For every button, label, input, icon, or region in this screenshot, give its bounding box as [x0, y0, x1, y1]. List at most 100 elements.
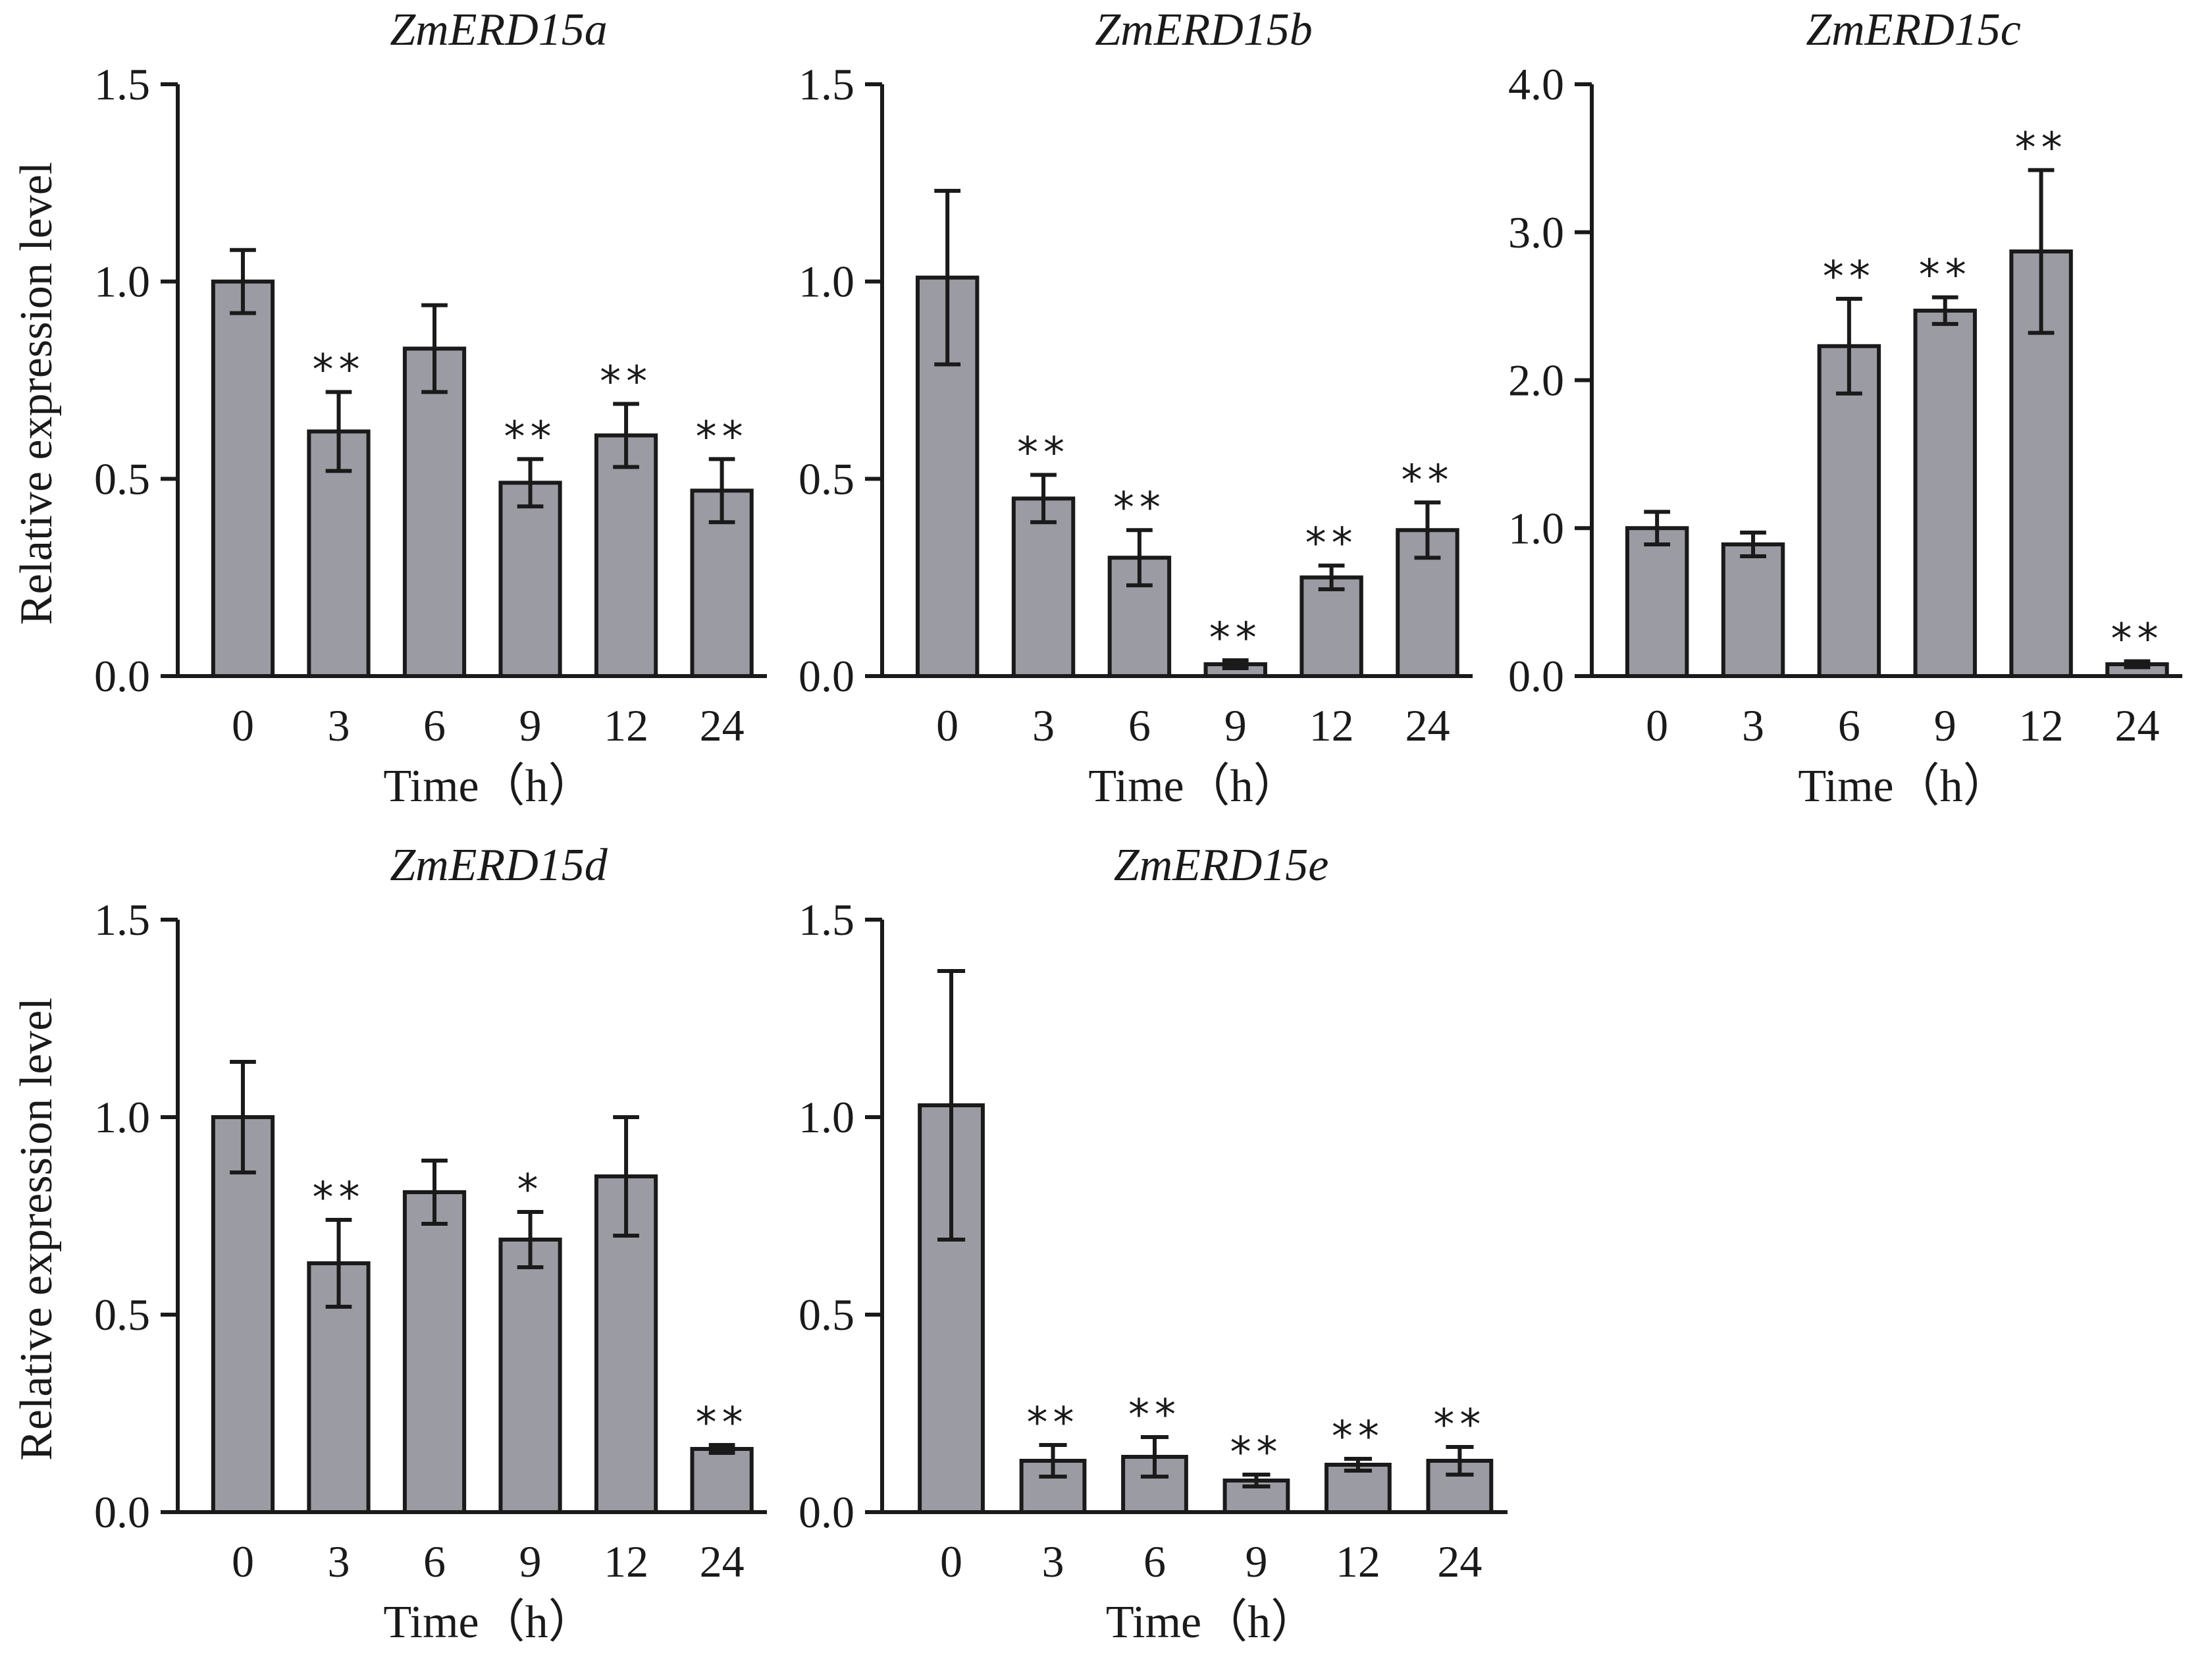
x-tick-label: 6 [1838, 700, 1860, 750]
x-tick-label: 9 [1245, 1536, 1267, 1587]
y-tick-label: 1.5 [94, 895, 150, 945]
significance-label: ** [600, 357, 652, 406]
x-tick-label: 0 [232, 1536, 254, 1587]
bar [1913, 308, 1977, 678]
bar [1625, 526, 1689, 678]
significance-label: ** [1017, 429, 1070, 477]
y-tick-label: 1.0 [94, 1092, 150, 1142]
y-tick-label: 3.0 [1508, 207, 1564, 257]
x-tick-label: 24 [2114, 700, 2159, 750]
x-tick-label: 12 [604, 700, 648, 750]
significance-label: ** [1027, 1399, 1080, 1448]
y-tick-label: 4.0 [1508, 59, 1564, 109]
bar [690, 1447, 754, 1514]
y-tick-label: 0.0 [799, 1487, 854, 1537]
significance-label: ** [2111, 616, 2163, 664]
y-tick-label: 0.0 [1508, 651, 1564, 701]
chart-title: ZmERD15c [1806, 5, 2021, 55]
x-tick-label: 12 [2019, 700, 2064, 750]
bar [498, 481, 562, 678]
x-tick-label: 9 [1934, 700, 1956, 750]
bar [1721, 542, 1785, 678]
x-axis-title: Time（h） [383, 1597, 594, 1648]
bar [402, 346, 467, 678]
y-tick-label: 1.0 [799, 1092, 854, 1142]
chart-panel-4: ZmERD15d 0.0 0.5 1.0 1.5 0 ** 3 6 * 9 12 ** 24 Time（h）… [11, 840, 767, 1648]
x-tick-label: 12 [1336, 1536, 1380, 1587]
y-tick-label: 0.5 [94, 454, 150, 504]
x-tick-label: 24 [700, 1536, 745, 1587]
bar [1107, 556, 1172, 679]
y-tick-label: 0.5 [799, 454, 854, 504]
y-tick-label: 0.5 [799, 1290, 854, 1340]
y-tick-label: 0.5 [94, 1290, 150, 1340]
y-axis-title: Relative expression level [11, 997, 62, 1461]
x-tick-label: 9 [519, 700, 542, 750]
x-tick-label: 6 [423, 700, 446, 750]
x-tick-label: 24 [700, 700, 745, 750]
x-tick-label: 0 [1646, 700, 1668, 750]
bar [402, 1190, 467, 1514]
bar [498, 1238, 562, 1514]
chart-panel-1: ZmERD15a 0.0 0.5 1.0 1.5 0 ** 3 6 ** 9 ** 12 ** 24 Time… [11, 5, 767, 812]
x-tick-label: 3 [327, 700, 350, 750]
significance-label: ** [1209, 614, 1262, 663]
significance-label: ** [312, 346, 365, 394]
x-tick-label: 0 [232, 700, 254, 750]
significance-label: ** [2015, 124, 2068, 172]
y-tick-label: 0.0 [94, 1487, 150, 1537]
y-tick-label: 1.5 [799, 59, 854, 109]
y-tick-label: 1.0 [94, 257, 150, 307]
significance-label: ** [1113, 484, 1166, 533]
significance-label: ** [1401, 456, 1454, 505]
chart-title: ZmERD15a [390, 5, 608, 55]
significance-label: ** [1305, 519, 1358, 568]
x-tick-label: 3 [1032, 700, 1055, 750]
significance-label: * [517, 1166, 544, 1215]
bar [1011, 496, 1076, 678]
y-axis-title: Relative expression level [11, 162, 62, 625]
y-tick-label: 1.5 [94, 59, 150, 109]
x-tick-label: 0 [940, 1536, 962, 1587]
bar [594, 433, 658, 678]
chart-title: ZmERD15e [1114, 840, 1329, 891]
significance-label: ** [312, 1174, 365, 1222]
significance-label: ** [1230, 1429, 1282, 1477]
x-tick-label: 3 [327, 1536, 350, 1587]
y-tick-label: 2.0 [1508, 355, 1564, 406]
chart-panel-5: ZmERD15e 0.0 0.5 1.0 1.5 0 ** 3 ** 6 ** 9 ** 12 ** 24 Ti… [799, 840, 1508, 1648]
chart-title: ZmERD15d [390, 840, 608, 891]
x-tick-label: 6 [423, 1536, 446, 1587]
bar [1817, 344, 1881, 678]
significance-label: ** [1823, 253, 1876, 302]
x-tick-label: 12 [604, 1536, 648, 1587]
y-tick-label: 0.0 [94, 651, 150, 701]
significance-label: ** [504, 413, 557, 461]
x-tick-label: 0 [936, 700, 958, 750]
y-tick-label: 1.0 [799, 257, 854, 307]
x-tick-label: 9 [1224, 700, 1247, 750]
y-tick-label: 1.0 [1508, 503, 1564, 553]
x-tick-label: 9 [519, 1536, 542, 1587]
chart-panel-3: ZmERD15c 0.0 1.0 2.0 3.0 4.0 0 3 ** 6 ** 9 ** 12 ** 24 T… [1508, 5, 2182, 812]
significance-label: ** [696, 1399, 748, 1448]
x-tick-label: 3 [1042, 1536, 1064, 1587]
bar [211, 1115, 275, 1514]
y-tick-label: 1.5 [799, 895, 854, 945]
bar [1299, 575, 1363, 679]
x-tick-label: 24 [1405, 700, 1450, 750]
y-tick-label: 0.0 [799, 651, 854, 701]
significance-label: ** [696, 413, 748, 461]
x-axis-title: Time（h） [1106, 1597, 1317, 1648]
significance-label: ** [1128, 1391, 1181, 1440]
x-tick-label: 12 [1309, 700, 1354, 750]
x-axis-title: Time（h） [383, 761, 594, 812]
x-axis-title: Time（h） [1798, 761, 2008, 812]
x-tick-label: 6 [1128, 700, 1151, 750]
significance-label: ** [1433, 1401, 1486, 1450]
significance-label: ** [1332, 1413, 1384, 1461]
x-axis-title: Time（h） [1088, 761, 1299, 812]
bar [211, 279, 275, 678]
chart-panel-2: ZmERD15b 0.0 0.5 1.0 1.5 0 ** 3 ** 6 ** 9 ** 12 ** 24 Ti… [799, 5, 1473, 812]
